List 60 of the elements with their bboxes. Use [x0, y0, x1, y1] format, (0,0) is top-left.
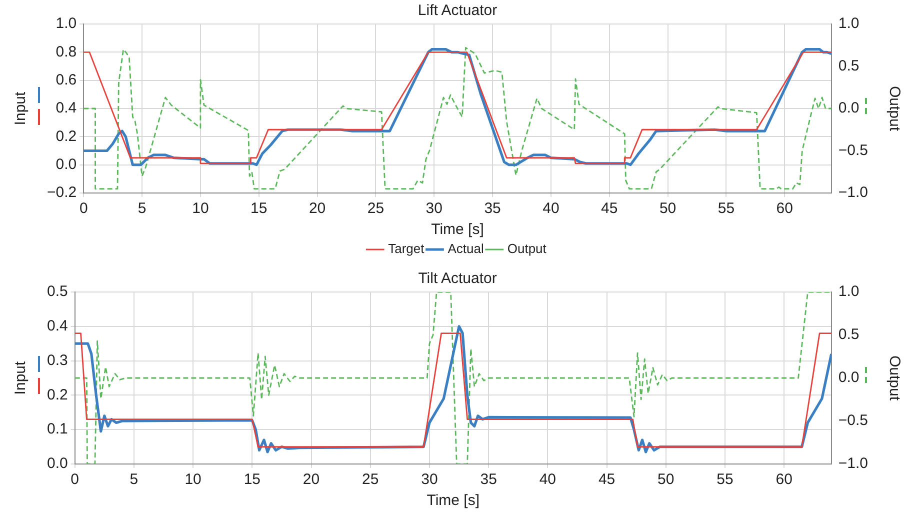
x-tick-label: 20 [302, 471, 320, 488]
x-tick-label: 55 [718, 200, 735, 218]
x-tick-label: 40 [539, 471, 556, 488]
y2-tick-label: −1.0 [838, 184, 868, 202]
x-tick-label: 20 [308, 200, 326, 218]
y-axis-title: Input [12, 90, 30, 126]
y2-tick-label: 0.5 [838, 57, 860, 74]
y-tick-label: 0.8 [56, 43, 77, 60]
y-tick-label: 0.5 [46, 283, 68, 300]
y-tick-label: 0.4 [46, 318, 68, 335]
x-tick-label: 0 [79, 200, 88, 218]
chart-title: Tilt Actuator [418, 270, 497, 288]
legend-label: Target [388, 241, 425, 256]
x-tick-label: 0 [70, 471, 80, 488]
x-axis-title: Time [s] [431, 221, 484, 238]
x-axis-title: Time [s] [426, 492, 480, 510]
y2-tick-label: −1.0 [838, 455, 868, 472]
x-tick-label: 15 [244, 471, 261, 488]
x-tick-label: 50 [659, 200, 676, 218]
legend-label: Output [507, 241, 547, 256]
x-tick-label: 30 [426, 200, 442, 218]
x-tick-label: 10 [192, 200, 209, 218]
y-tick-label: 0.4 [56, 100, 77, 117]
y2-tick-label: −0.5 [838, 412, 868, 430]
y-tick-label: 0.0 [56, 156, 77, 173]
x-tick-label: 60 [776, 471, 792, 488]
x-tick-label: 5 [130, 471, 138, 488]
y-tick-label: 0.3 [46, 352, 68, 369]
x-tick-label: 45 [601, 200, 618, 218]
x-tick-label: 50 [658, 471, 674, 488]
y2-tick-label: 1.0 [838, 15, 860, 32]
y-tick-label: −0.2 [46, 184, 77, 202]
x-tick-label: 55 [716, 471, 734, 488]
y2-axis-title: Output [886, 86, 903, 132]
y2-axis-title: Output [886, 355, 903, 402]
x-tick-label: 60 [776, 200, 793, 218]
legend-label: Actual [448, 241, 484, 256]
y-tick-label: 1.0 [56, 15, 77, 32]
x-tick-label: 25 [367, 200, 384, 218]
y2-tick-label: 0.0 [838, 100, 860, 117]
x-tick-label: 45 [598, 471, 616, 488]
y2-tick-label: 1.0 [838, 283, 860, 300]
y-tick-label: 0.0 [46, 455, 68, 472]
x-tick-label: 10 [184, 471, 202, 488]
y2-tick-label: −0.5 [838, 142, 868, 159]
x-tick-label: 35 [484, 200, 501, 218]
y-axis-title: Input [12, 360, 30, 395]
y-tick-label: 0.2 [56, 128, 77, 145]
x-tick-label: 15 [250, 200, 268, 218]
x-tick-label: 40 [542, 200, 560, 218]
x-tick-label: 5 [138, 200, 146, 218]
y2-tick-label: 0.5 [838, 326, 860, 344]
x-tick-label: 25 [362, 471, 379, 488]
x-tick-label: 35 [480, 471, 497, 488]
y-tick-label: 0.2 [46, 386, 68, 404]
y-tick-label: 0.6 [56, 71, 77, 88]
y2-tick-label: 0.0 [838, 369, 860, 386]
y-tick-label: 0.1 [46, 420, 68, 438]
x-tick-label: 30 [421, 471, 438, 488]
chart-title: Lift Actuator [418, 2, 498, 20]
